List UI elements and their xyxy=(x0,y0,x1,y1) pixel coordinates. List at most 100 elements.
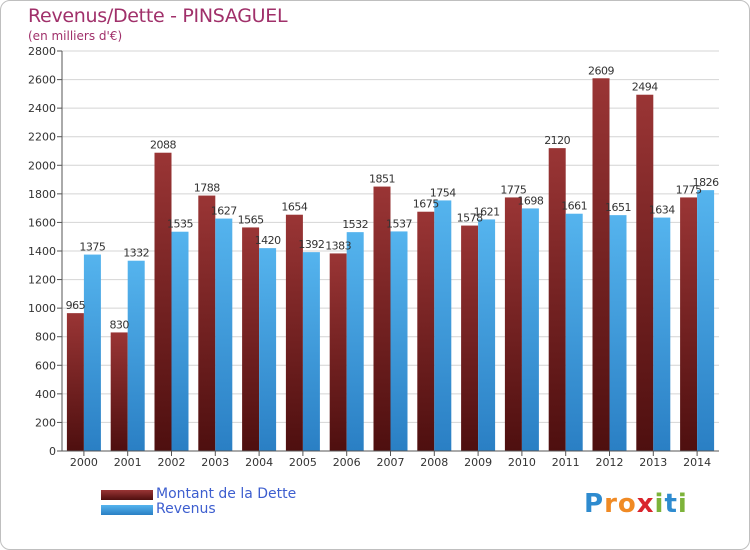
y-tick-label: 1400 xyxy=(28,245,56,258)
bar-revenus xyxy=(171,231,189,451)
data-label-revenus: 1392 xyxy=(298,238,324,251)
bar-revenus xyxy=(83,254,101,451)
bar-revenus xyxy=(609,215,627,451)
bar-revenus xyxy=(127,260,145,451)
bar-dette xyxy=(198,195,216,451)
data-label-revenus: 1420 xyxy=(255,234,281,247)
x-tick-label: 2014 xyxy=(683,456,711,469)
x-tick-label: 2007 xyxy=(377,456,405,469)
x-tick-label: 2006 xyxy=(333,456,361,469)
data-label-dette: 2120 xyxy=(544,134,570,147)
data-label-revenus: 1634 xyxy=(649,204,675,217)
x-tick-label: 2013 xyxy=(639,456,667,469)
data-label-dette: 1775 xyxy=(500,183,526,196)
data-label-revenus: 1651 xyxy=(605,201,631,214)
y-tick-label: 1000 xyxy=(28,302,56,315)
bar-dette xyxy=(285,214,303,451)
bar-dette xyxy=(329,253,347,451)
y-tick-label: 400 xyxy=(35,388,56,401)
data-label-revenus: 1537 xyxy=(386,217,412,230)
y-tick-label: 2800 xyxy=(28,45,56,58)
bar-revenus xyxy=(346,232,364,451)
bar-dette xyxy=(417,211,435,451)
bar-dette xyxy=(504,197,522,451)
bar-dette xyxy=(548,148,566,451)
legend-label-dette: Montant de la Dette xyxy=(156,486,297,502)
proxiti-logo: Proxiti xyxy=(584,489,688,519)
x-tick-label: 2012 xyxy=(596,456,624,469)
logo-letter: o xyxy=(617,489,637,519)
y-tick-label: 1800 xyxy=(28,188,56,201)
y-tick-label: 2200 xyxy=(28,131,56,144)
y-tick-label: 200 xyxy=(35,416,56,429)
data-label-revenus: 1754 xyxy=(430,186,456,199)
bar-dette xyxy=(242,227,260,451)
data-label-dette: 1851 xyxy=(369,173,395,186)
data-label-dette: 1675 xyxy=(413,198,439,211)
y-tick-label: 2400 xyxy=(28,102,56,115)
bar-dette xyxy=(373,186,391,452)
bar-revenus xyxy=(215,218,233,451)
bar-dette xyxy=(680,197,698,451)
data-label-dette: 1654 xyxy=(281,201,307,214)
bar-revenus xyxy=(565,213,583,451)
bar-revenus xyxy=(653,217,671,451)
data-label-dette: 1383 xyxy=(325,239,351,252)
bar-dette xyxy=(592,78,610,452)
data-label-revenus: 1627 xyxy=(211,205,237,218)
bar-dette xyxy=(636,94,654,451)
logo-letter: P xyxy=(584,489,605,519)
x-tick-label: 2008 xyxy=(420,456,448,469)
bar-revenus xyxy=(521,208,539,451)
bar-dette xyxy=(154,152,172,451)
logo-letter: i xyxy=(654,489,665,519)
data-label-dette: 830 xyxy=(109,318,129,331)
bar-revenus xyxy=(697,190,715,451)
y-tick-label: 800 xyxy=(35,331,56,344)
logo-letter: t xyxy=(664,489,678,519)
bar-dette xyxy=(110,332,128,451)
data-label-dette: 1775 xyxy=(676,183,702,196)
x-axis-ticks: 2000 2001 2002 2003 2004 2005 2006 2007 2008 2009… xyxy=(70,451,711,469)
data-label-revenus: 1826 xyxy=(693,176,719,189)
x-tick-label: 2003 xyxy=(201,456,229,469)
data-label-dette: 2088 xyxy=(150,139,176,152)
logo-letter: i xyxy=(677,489,688,519)
data-label-revenus: 1698 xyxy=(517,194,543,207)
x-tick-label: 2001 xyxy=(114,456,142,469)
x-tick-label: 2009 xyxy=(464,456,492,469)
chart-title: Revenus/Dette - PINSAGUEL xyxy=(28,5,288,27)
x-tick-label: 2005 xyxy=(289,456,317,469)
x-tick-label: 2011 xyxy=(552,456,580,469)
data-label-revenus: 1532 xyxy=(342,218,368,231)
data-label-revenus: 1332 xyxy=(123,247,149,260)
legend-swatch-dette xyxy=(101,490,153,500)
data-label-revenus: 1661 xyxy=(561,200,587,213)
data-label-revenus: 1375 xyxy=(79,241,105,254)
x-tick-label: 2010 xyxy=(508,456,536,469)
logo-letter: x xyxy=(636,489,655,519)
bar-revenus xyxy=(434,200,452,451)
x-tick-label: 2000 xyxy=(70,456,98,469)
chart-subtitle: (en milliers d'€) xyxy=(28,29,123,43)
y-tick-label: 2600 xyxy=(28,74,56,87)
bar-revenus xyxy=(302,252,320,451)
data-label-revenus: 1621 xyxy=(474,205,500,218)
y-tick-label: 0 xyxy=(49,445,56,458)
data-label-revenus: 1535 xyxy=(167,218,193,231)
data-label-dette: 1788 xyxy=(194,182,220,195)
data-label-dette: 2494 xyxy=(632,81,658,94)
legend-label-revenus: Revenus xyxy=(156,501,216,517)
legend-swatch-revenus xyxy=(101,505,153,515)
bars xyxy=(66,78,715,452)
y-tick-label: 2000 xyxy=(28,159,56,172)
bar-revenus xyxy=(259,248,277,451)
bar-dette xyxy=(461,225,479,451)
y-tick-label: 600 xyxy=(35,359,56,372)
data-label-dette: 1578 xyxy=(457,212,483,225)
data-label-dette: 1565 xyxy=(238,213,264,226)
data-label-dette: 965 xyxy=(66,299,86,312)
